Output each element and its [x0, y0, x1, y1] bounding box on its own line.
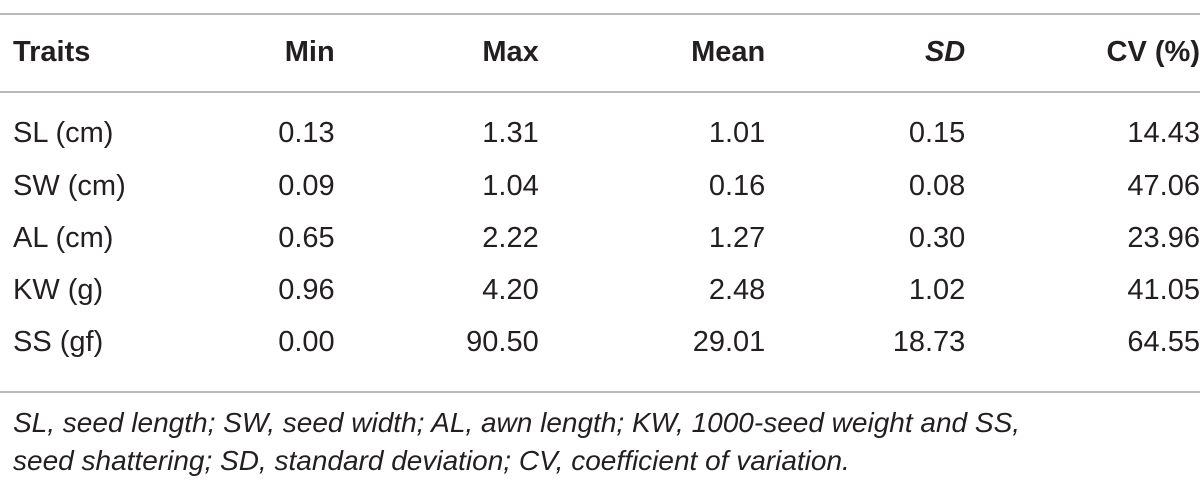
- cell-min: 0.09: [278, 169, 335, 202]
- cell-mean: 1.27: [708, 221, 766, 254]
- cell-cv: 41.05: [1127, 273, 1200, 306]
- cell-cv: 64.55: [1127, 325, 1200, 358]
- footnote-line-1: SL, seed length; SW, seed width; AL, awn…: [13, 407, 1021, 438]
- cell-mean: 1.01: [708, 117, 766, 149]
- cell-mean: 29.01: [692, 325, 766, 358]
- cell-max: 90.50: [466, 325, 539, 358]
- cell-mean: 0.16: [708, 169, 766, 202]
- header-sd: SD: [924, 36, 966, 68]
- cell-trait: SW (cm): [13, 169, 126, 202]
- cell-trait: AL (cm): [13, 221, 114, 254]
- header-min: Min: [284, 36, 335, 68]
- table-header-row: Traits Min Max Mean SD CV (%): [0, 14, 1200, 95]
- table-row: KW (g) 0.96 4.20 2.48 1.02 41.05: [0, 264, 1200, 316]
- cell-sd: 18.73: [892, 325, 966, 358]
- header-max: Max: [482, 36, 539, 68]
- cell-sd: 0.15: [908, 117, 966, 149]
- cell-max: 2.22: [482, 221, 539, 254]
- table-row: AL (cm) 0.65 2.22 1.27 0.30 23.96: [0, 212, 1200, 264]
- cell-cv: 23.96: [1127, 221, 1200, 254]
- cell-trait: SL (cm): [13, 117, 114, 149]
- table-row: SS (gf) 0.00 90.50 29.01 18.73 64.55: [0, 316, 1200, 368]
- table-header-rule: [0, 91, 1200, 93]
- footnote-line-2: seed shattering; SD, standard deviation;…: [13, 445, 850, 476]
- table-bottom-rule: [0, 391, 1200, 393]
- table-row: SW (cm) 0.09 1.04 0.16 0.08 47.06: [0, 160, 1200, 212]
- cell-min: 0.65: [278, 221, 335, 254]
- cell-trait: SS (gf): [13, 325, 104, 358]
- trait-statistics-table: Traits Min Max Mean SD CV (%) SL (cm) 0.…: [0, 14, 1200, 368]
- cell-cv: 47.06: [1127, 169, 1200, 202]
- table-top-rule: [0, 13, 1200, 15]
- cell-sd: 0.30: [908, 221, 966, 254]
- cell-trait: KW (g): [13, 273, 104, 306]
- table-footnote: SL, seed length; SW, seed width; AL, awn…: [13, 404, 1188, 480]
- cell-min: 0.13: [278, 117, 335, 149]
- cell-min: 0.00: [278, 325, 335, 358]
- cell-sd: 1.02: [908, 273, 966, 306]
- cell-max: 4.20: [482, 273, 539, 306]
- header-traits: Traits: [13, 36, 91, 68]
- cell-max: 1.04: [482, 169, 539, 202]
- cell-cv: 14.43: [1127, 117, 1200, 149]
- cell-mean: 2.48: [708, 273, 766, 306]
- cell-sd: 0.08: [908, 169, 966, 202]
- cell-max: 1.31: [482, 117, 539, 149]
- header-cv: CV (%): [1106, 36, 1200, 68]
- header-mean: Mean: [691, 36, 766, 68]
- cell-min: 0.96: [278, 273, 335, 306]
- table-row: SL (cm) 0.13 1.31 1.01 0.15 14.43: [0, 95, 1200, 160]
